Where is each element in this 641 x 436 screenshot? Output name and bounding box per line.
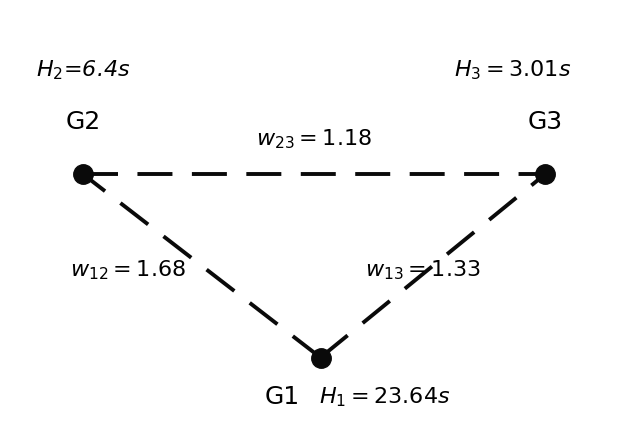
Text: $w_{23} =1.18$: $w_{23} =1.18$: [256, 128, 372, 151]
Text: G3: G3: [528, 110, 562, 134]
Text: $H_1 = 23.64$s: $H_1 = 23.64$s: [319, 385, 450, 409]
Text: G1: G1: [265, 385, 299, 409]
Text: $w_{12} = 1.68$: $w_{12} = 1.68$: [71, 259, 186, 282]
Text: $H_2$=6.4s: $H_2$=6.4s: [36, 58, 131, 82]
Text: $H_3 = 3.01$s: $H_3 = 3.01$s: [454, 58, 571, 82]
Text: G2: G2: [66, 110, 101, 134]
Text: $w_{13} = 1.33$: $w_{13} = 1.33$: [365, 259, 481, 282]
